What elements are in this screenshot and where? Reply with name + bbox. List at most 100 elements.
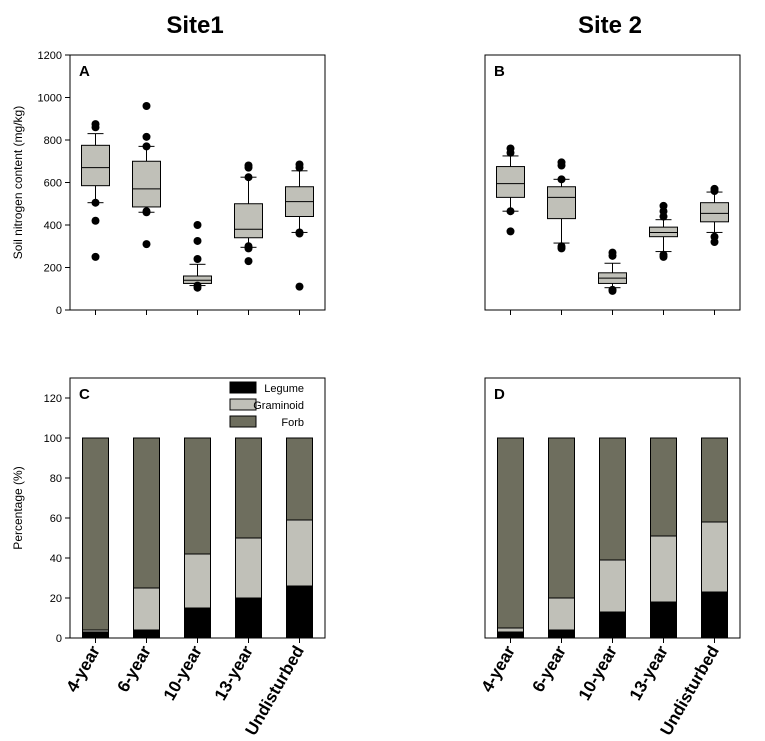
bar-10-year bbox=[184, 437, 211, 639]
y-tick-label: 0 bbox=[56, 305, 62, 317]
y-tick-label: 800 bbox=[44, 135, 62, 147]
outlier-point bbox=[710, 238, 719, 246]
legend-swatch-legume bbox=[229, 381, 257, 394]
bar-segment-graminoid bbox=[133, 587, 160, 631]
panel-label: A bbox=[79, 63, 90, 80]
legend-label-forb: Forb bbox=[281, 417, 304, 429]
bar-segment-legume bbox=[235, 597, 262, 639]
bar-segment-legume bbox=[286, 585, 313, 639]
box-6-year bbox=[547, 158, 576, 253]
outlier-point bbox=[91, 198, 100, 207]
outlier-point bbox=[295, 282, 304, 291]
category-label: 4-year bbox=[477, 642, 519, 695]
outlier-point bbox=[557, 175, 566, 184]
bar-13-year bbox=[235, 437, 262, 639]
y-tick-label: 20 bbox=[50, 593, 62, 605]
y-tick-label: 200 bbox=[44, 263, 62, 275]
bar-segment-legume bbox=[548, 629, 575, 639]
bar-segment-forb bbox=[286, 437, 313, 521]
outlier-point bbox=[91, 123, 100, 132]
outlier-point bbox=[193, 221, 202, 229]
legend-swatch-graminoid bbox=[229, 398, 257, 411]
outlier-point bbox=[557, 244, 566, 253]
bar-undisturbed bbox=[286, 437, 313, 639]
iqr-box bbox=[81, 144, 110, 187]
outlier-point bbox=[193, 255, 202, 263]
bar-segment-forb bbox=[599, 437, 626, 561]
y-tick-label: 80 bbox=[50, 473, 62, 485]
category-label: 6-year bbox=[528, 642, 570, 695]
outlier-point bbox=[506, 148, 515, 157]
outlier-point bbox=[659, 252, 668, 261]
y-tick-label: 400 bbox=[44, 220, 62, 232]
outlier-point bbox=[244, 163, 253, 172]
outlier-point bbox=[142, 240, 151, 249]
box-13-year bbox=[649, 201, 678, 261]
bar-segment-graminoid bbox=[599, 559, 626, 613]
box-4-year bbox=[81, 120, 110, 261]
bar-segment-legume bbox=[184, 607, 211, 639]
y-tick-label: 120 bbox=[44, 393, 62, 405]
bar-segment-legume bbox=[701, 591, 728, 639]
legend-label-graminoid: Graminoid bbox=[253, 400, 304, 412]
outlier-point bbox=[244, 257, 253, 266]
panel-label: B bbox=[494, 63, 505, 80]
outlier-point bbox=[295, 229, 304, 238]
legend-swatch-forb bbox=[229, 415, 257, 428]
category-label: 10-year bbox=[575, 642, 621, 703]
outlier-point bbox=[710, 187, 719, 195]
box-4-year bbox=[496, 144, 525, 236]
bar-segment-forb bbox=[548, 437, 575, 599]
bar-segment-graminoid bbox=[184, 553, 211, 609]
box-6-year bbox=[132, 102, 161, 249]
panel-a: A 0 200 400 600 800 1000 1200 Soil nitrogen cont… bbox=[11, 50, 326, 317]
outlier-point bbox=[142, 102, 151, 110]
bar-segment-forb bbox=[650, 437, 677, 537]
bar-segment-graminoid bbox=[235, 537, 262, 599]
bar-segment-graminoid bbox=[548, 597, 575, 631]
bar-segment-legume bbox=[82, 631, 109, 639]
bar-6-year bbox=[133, 437, 160, 639]
legend: Legume Graminoid Forb bbox=[229, 381, 304, 429]
bar-undisturbed bbox=[701, 437, 728, 639]
bar-4-year bbox=[497, 437, 524, 639]
iqr-box bbox=[547, 186, 576, 220]
category-label: 13-year bbox=[626, 642, 672, 703]
outlier-point bbox=[193, 283, 202, 292]
bar-segment-legume bbox=[497, 631, 524, 639]
box-13-year bbox=[234, 161, 263, 266]
y-tick-label: 40 bbox=[50, 553, 62, 565]
outlier-point bbox=[557, 161, 566, 170]
bar-6-year bbox=[548, 437, 575, 639]
bar-segment-forb bbox=[133, 437, 160, 589]
outlier-point bbox=[506, 227, 515, 236]
panel-b: B bbox=[484, 54, 741, 315]
box-10-year bbox=[598, 248, 627, 295]
outlier-point bbox=[506, 207, 515, 216]
panel-label: C bbox=[79, 386, 90, 403]
box-undisturbed bbox=[700, 184, 729, 246]
y-axis-label: Soil nitrogen content (mg/kg) bbox=[11, 106, 25, 259]
y-tick-label: 600 bbox=[44, 178, 62, 190]
bar-segment-legume bbox=[599, 611, 626, 639]
site1-title: Site1 bbox=[166, 12, 223, 39]
outlier-point bbox=[608, 251, 617, 260]
site2-title: Site 2 bbox=[578, 12, 642, 39]
bar-4-year bbox=[82, 437, 109, 639]
iqr-box bbox=[700, 202, 729, 223]
panel-label: D bbox=[494, 386, 505, 403]
y-tick-label: 1000 bbox=[38, 93, 62, 105]
bar-13-year bbox=[650, 437, 677, 639]
bar-segment-forb bbox=[235, 437, 262, 539]
outlier-point bbox=[608, 286, 617, 295]
iqr-box bbox=[649, 226, 678, 238]
category-label: 4-year bbox=[62, 642, 104, 695]
category-label: 10-year bbox=[160, 642, 206, 703]
bar-segment-graminoid bbox=[701, 521, 728, 593]
outlier-point bbox=[91, 216, 100, 225]
panel-c: C 0 20 40 60 80 100 120 Percentage (%) Legume Gram… bbox=[11, 377, 326, 739]
outlier-point bbox=[142, 208, 151, 217]
box-undisturbed bbox=[285, 160, 314, 291]
